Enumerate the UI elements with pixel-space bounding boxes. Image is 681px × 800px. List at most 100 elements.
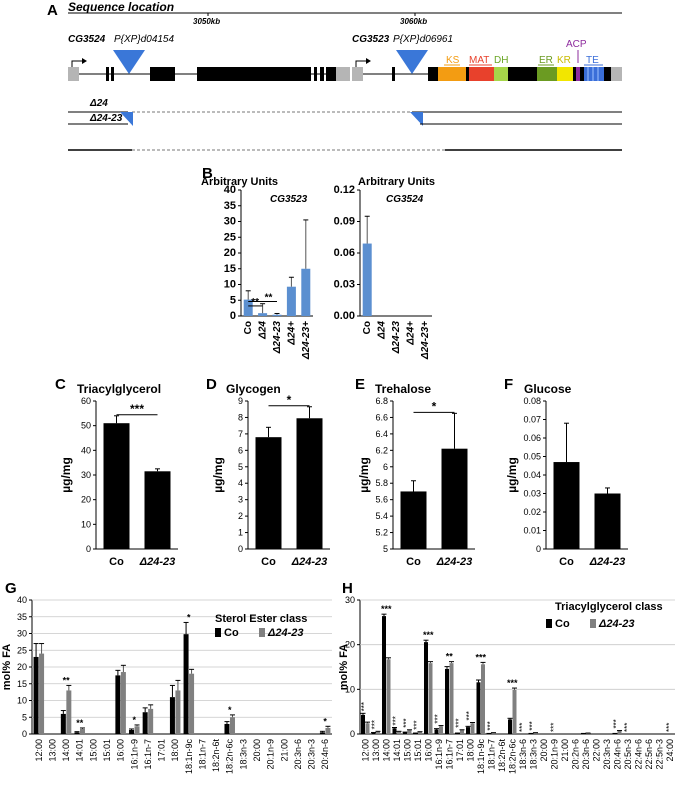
- bar: [144, 471, 171, 549]
- panel-letter-g: G: [5, 580, 17, 597]
- bar: [533, 732, 538, 734]
- chart-f: 0 0.01 0.02 0.03 0.04 0.05 0.06 0.07 0.08 µg/mg Gl…: [505, 382, 628, 568]
- exon-cg3524-3: [150, 67, 175, 81]
- bar: [586, 733, 590, 734]
- bar: [397, 731, 401, 734]
- y-axis-label: mol% FA: [338, 644, 350, 691]
- category-label: 16:1n-9: [129, 739, 139, 770]
- bar: [445, 668, 449, 734]
- chart-e: 5 5.2 5.4 5.6 5.8 6 6.2 6.4 6.6 6.8 µg/mg Trehalose…: [357, 382, 475, 568]
- bar: [243, 299, 253, 316]
- allele-label-d24: Δ24: [89, 98, 108, 109]
- category-label: 18:1n-7: [197, 739, 207, 770]
- bar: [441, 448, 468, 549]
- y-tick-label: 20: [345, 640, 355, 650]
- y-tick-label: 10: [345, 684, 355, 694]
- sig-label: *: [228, 705, 232, 715]
- category-label: 20:3n-3: [602, 739, 612, 770]
- bar: [183, 634, 189, 734]
- legend-label-0: Co: [224, 627, 239, 639]
- bar: [371, 732, 376, 734]
- category-label: Δ24-23: [139, 556, 176, 568]
- legend-swatch-1: [590, 619, 596, 628]
- chart-title: Triacylglycerol class: [555, 601, 663, 613]
- panel-letter-f: F: [504, 376, 513, 393]
- panel-letter-e: E: [355, 376, 365, 393]
- y-tick-label: 35: [224, 200, 236, 212]
- category-label: 20:5n-3: [623, 739, 633, 770]
- category-label: 17:01: [455, 739, 465, 762]
- chart-title: Triacylglycerol: [77, 382, 161, 396]
- ruler-label-3050kb: 3050kb: [193, 17, 220, 26]
- bar: [120, 672, 126, 734]
- tss-arrowhead-cg3524: [82, 58, 87, 64]
- exon-cg3524-1: [106, 67, 109, 81]
- category-label: 20:00: [252, 739, 262, 762]
- gene-label-cg3523: CG3523: [352, 34, 390, 45]
- bar: [376, 731, 380, 734]
- y-axis-label: µg/mg: [211, 457, 225, 493]
- panel-letter-a: A: [47, 2, 58, 19]
- domain-lines-te: [587, 67, 599, 81]
- bar: [428, 663, 433, 734]
- category-label: 18:2n-6t: [211, 739, 221, 773]
- allele-d24-remnant-1: [120, 112, 133, 126]
- domain-label-mat: MAT: [469, 55, 489, 66]
- bar: [129, 729, 135, 734]
- category-label: 20:4n-6: [320, 739, 330, 770]
- panel-a-gene-map: A Sequence location 3050kb 3060kb CG3524…: [47, 0, 622, 151]
- bar: [224, 723, 230, 734]
- bar: [617, 730, 622, 734]
- y-axis-label: µg/mg: [357, 457, 371, 493]
- sig-label: **: [446, 652, 454, 662]
- category-label: 18:3n-3: [528, 739, 538, 770]
- sig-label: ***: [371, 720, 380, 729]
- chart-title: CG3524: [386, 194, 424, 205]
- category-label: 16:00: [423, 739, 433, 762]
- domain-label-te: TE: [586, 55, 599, 66]
- y-tick-label: 30: [224, 216, 236, 228]
- exon-cg3524-7: [326, 67, 336, 81]
- domain-box-kr: [557, 67, 573, 81]
- bar: [286, 286, 296, 316]
- sig-label: **: [76, 718, 84, 728]
- bar: [66, 690, 72, 734]
- category-label: 21:00: [279, 739, 289, 762]
- y-tick-label: 0.04: [523, 470, 541, 480]
- sig-label: ***: [475, 652, 486, 662]
- y-tick-label: 5.2: [375, 528, 388, 538]
- category-label: 20:2n-6: [570, 739, 580, 770]
- y-tick-label: 1: [238, 528, 243, 538]
- y-tick-label: 5.8: [375, 478, 388, 488]
- y-tick-label: 0: [238, 544, 243, 554]
- y-tick-label: 6.6: [375, 412, 388, 422]
- bar: [439, 726, 443, 734]
- tss-arrowhead-cg3523: [366, 58, 371, 64]
- sig-label: ***: [528, 721, 537, 730]
- y-tick-label: 6.8: [375, 396, 388, 406]
- y-tick-label: 7: [238, 429, 243, 439]
- category-label: 15:01: [102, 739, 112, 762]
- bar: [301, 268, 311, 316]
- sig-label: *: [323, 716, 327, 726]
- sig-label: ***: [423, 630, 434, 640]
- category-label: 15:00: [402, 739, 412, 762]
- category-label: Co: [109, 556, 124, 568]
- bar: [553, 462, 580, 549]
- chart-title: Glucose: [524, 382, 572, 396]
- y-tick-label: 20: [224, 247, 236, 259]
- bar: [508, 719, 512, 734]
- category-label: 20:1n-9: [549, 739, 559, 770]
- panel-letter-d: D: [206, 376, 217, 393]
- bar: [455, 733, 460, 734]
- bar: [466, 727, 470, 734]
- bar: [175, 690, 181, 734]
- domain-box-acp: [576, 67, 580, 81]
- category-label: 20:00: [539, 739, 549, 762]
- y-tick-label: 30: [81, 470, 91, 480]
- sig-label: *: [187, 612, 191, 622]
- sig-label: ***: [612, 719, 621, 728]
- y-tick-label: 0.06: [523, 433, 541, 443]
- bar: [512, 689, 517, 734]
- domain-box-mat: [469, 67, 494, 81]
